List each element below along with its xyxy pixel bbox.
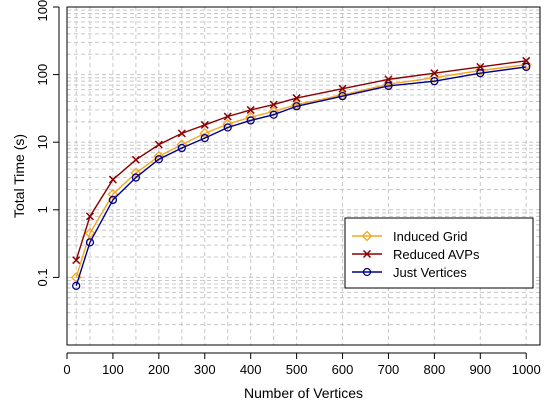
data-point [269, 110, 278, 119]
data-point [384, 75, 393, 84]
marker-stroke [72, 256, 81, 265]
x-tick-label: 100 [102, 362, 124, 377]
y-axis-title: Total Time (s) [11, 134, 27, 218]
data-point [131, 155, 140, 164]
data-point [107, 188, 119, 200]
legend-marker [362, 249, 372, 259]
vertical-grid-lines [75, 7, 527, 345]
data-point [246, 116, 255, 125]
x-tick-label: 900 [469, 362, 491, 377]
data-point [85, 238, 95, 247]
data-point [338, 84, 347, 93]
marker-stroke [338, 84, 347, 93]
x-tick-label: 600 [332, 362, 354, 377]
x-tick-label: 800 [424, 362, 446, 377]
x-tick-label: 200 [148, 362, 170, 377]
data-point [338, 91, 347, 101]
y-tick-label: 100 [35, 64, 50, 86]
series-layer [70, 56, 532, 290]
marker-stroke [85, 212, 94, 221]
plot-frame [66, 6, 541, 346]
data-point [292, 94, 301, 103]
legend-marker [362, 267, 372, 277]
horizontal-grid-lines [67, 9, 540, 346]
series-line [75, 64, 527, 278]
y-tick-label: 1000 [35, 0, 50, 21]
legend-label: Induced Grid [393, 229, 467, 244]
y-tick-label: 0.1 [35, 268, 50, 286]
marker-stroke [108, 175, 117, 184]
y-axis: 0.1 1 10 100 1000 [35, 0, 60, 286]
data-point [200, 133, 209, 143]
legend-label: Just Vertices [393, 265, 467, 280]
data-point [177, 129, 186, 138]
data-point [291, 99, 303, 111]
data-point [430, 77, 439, 86]
series-reduced-avps [72, 56, 531, 265]
data-point [108, 195, 118, 205]
marker-stroke [200, 120, 209, 129]
data-point [476, 62, 485, 71]
y-tick-label: 1 [35, 206, 50, 213]
marker-stroke [292, 94, 301, 103]
y-tick-label: 10 [35, 135, 50, 149]
marker-stroke [476, 62, 485, 71]
x-axis-title: Number of Vertices [244, 385, 363, 401]
marker-stroke [430, 69, 439, 78]
x-tick-label: 500 [286, 362, 308, 377]
data-point [522, 62, 531, 72]
x-tick-label: 1000 [512, 362, 541, 377]
data-point [131, 173, 141, 182]
x-tick-label: 0 [63, 362, 70, 377]
x-tick-label: 700 [378, 362, 400, 377]
data-point [154, 155, 163, 164]
marker-stroke [246, 105, 255, 114]
x-tick-label: 300 [194, 362, 216, 377]
data-point [176, 139, 188, 151]
data-point [177, 143, 186, 153]
marker-stroke [269, 100, 278, 109]
marker-stroke [131, 155, 140, 164]
series-line [75, 66, 527, 287]
data-point [245, 111, 257, 123]
data-point [200, 120, 209, 129]
marker-stroke [384, 75, 393, 84]
data-point [222, 118, 234, 130]
data-point [430, 69, 439, 78]
data-point [72, 256, 81, 265]
marker-stroke [522, 56, 531, 65]
data-point [223, 112, 232, 121]
series-line [75, 60, 527, 261]
data-point [384, 81, 393, 91]
data-point [154, 140, 163, 149]
data-point [292, 102, 301, 111]
data-point [153, 150, 165, 162]
legend-label: Reduced AVPs [393, 247, 480, 262]
series-just-vertices [72, 62, 531, 290]
data-point [268, 106, 280, 117]
data-point [85, 212, 94, 221]
marker-stroke [223, 112, 232, 121]
data-point [84, 227, 96, 239]
x-axis: 0 100 200 300 400 500 600 700 800 900 1000 [63, 352, 541, 377]
data-point [476, 69, 485, 78]
data-point [72, 281, 81, 290]
legend: Induced Grid Reduced AVPs Just Vertices [344, 217, 534, 289]
x-tick-label: 400 [240, 362, 262, 377]
data-point [246, 105, 255, 114]
data-point [522, 56, 531, 65]
marker-stroke [154, 140, 163, 149]
data-point [108, 175, 117, 184]
legend-marker [361, 230, 373, 242]
marker-stroke [177, 129, 186, 138]
data-point [269, 100, 278, 109]
marker-stroke [362, 249, 372, 259]
data-point [223, 123, 232, 132]
legend-box [344, 217, 534, 289]
